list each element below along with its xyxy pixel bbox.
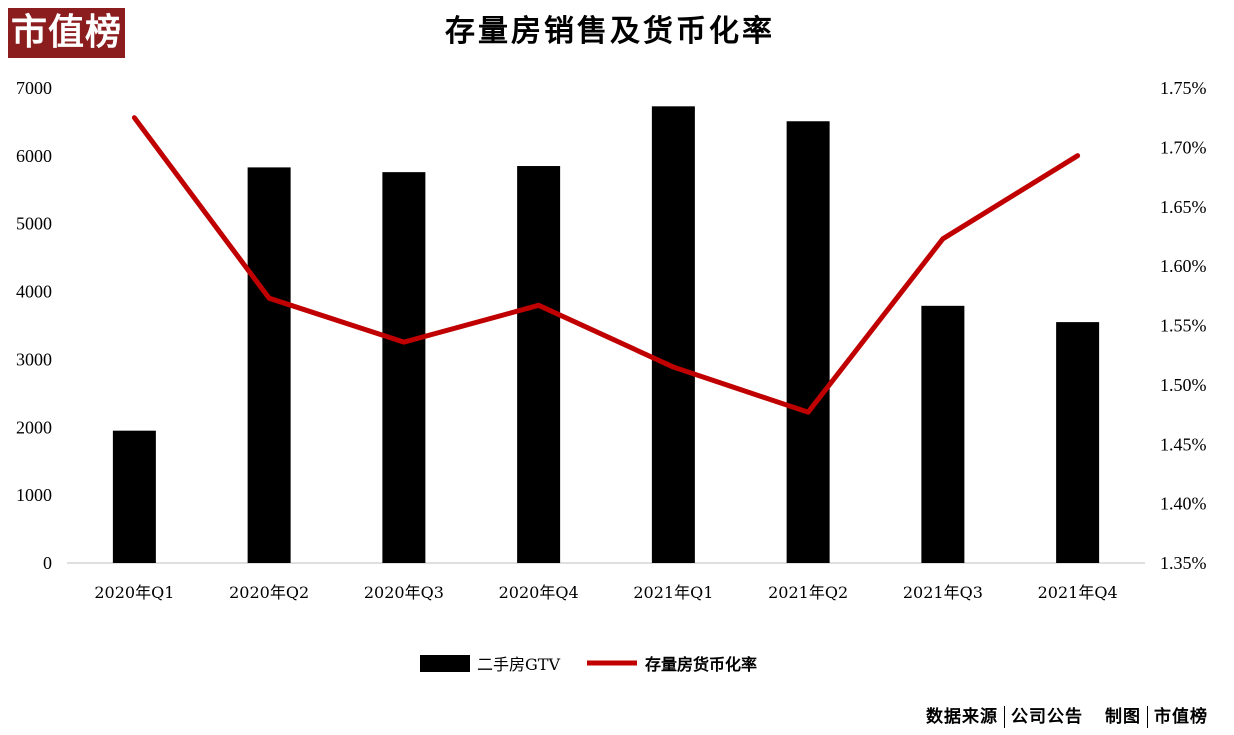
right-tick-label: 1.40% (1160, 494, 1207, 514)
right-tick-label: 1.65% (1160, 197, 1207, 217)
bar (921, 305, 965, 563)
left-tick-label: 6000 (16, 146, 52, 166)
source-value: 公司公告 (1011, 707, 1083, 727)
category-label: 2020年Q1 (94, 583, 174, 602)
line-series (131, 115, 1081, 415)
left-tick-label: 2000 (16, 417, 52, 437)
chart: 0 1000 2000 3000 4000 5000 6000 7000 1.35% 1.40%… (16, 78, 1207, 674)
left-tick-label: 5000 (16, 214, 52, 234)
bar (247, 167, 291, 563)
right-tick-label: 1.75% (1160, 78, 1207, 98)
logo: 市值榜 (8, 8, 125, 58)
left-tick-label: 4000 (16, 282, 52, 302)
footer-separator (1004, 706, 1005, 728)
right-tick-label: 1.45% (1160, 434, 1207, 454)
bar (786, 121, 830, 563)
category-label: 2021年Q1 (633, 583, 713, 602)
category-label: 2020年Q2 (229, 583, 309, 602)
bar (112, 430, 156, 563)
maker-value: 市值榜 (1154, 707, 1208, 727)
legend-line-label: 存量房货币化率 (645, 655, 757, 674)
right-tick-label: 1.35% (1160, 553, 1207, 573)
left-tick-label: 7000 (16, 78, 52, 98)
bar (1056, 322, 1100, 563)
legend-bar-swatch (420, 655, 470, 672)
footer-separator (1147, 706, 1148, 728)
line-path (131, 115, 1081, 415)
category-label: 2021年Q4 (1038, 583, 1118, 602)
left-tick-label: 3000 (16, 349, 52, 369)
footer: 数据来源 公司公告 制图 市值榜 (926, 702, 1208, 728)
legend-bar-label: 二手房GTV (477, 655, 560, 674)
category-label: 2020年Q3 (364, 583, 444, 602)
left-tick-label: 1000 (16, 485, 52, 505)
left-axis: 0 1000 2000 3000 4000 5000 6000 7000 (16, 78, 52, 573)
category-label: 2021年Q3 (903, 583, 983, 602)
bar (382, 172, 426, 563)
category-labels: 2020年Q1 2020年Q2 2020年Q3 2020年Q4 2021年Q1 2021年… (94, 583, 1117, 602)
right-tick-label: 1.55% (1160, 316, 1207, 336)
right-tick-label: 1.50% (1160, 375, 1207, 395)
maker-label: 制图 (1105, 707, 1141, 727)
right-tick-label: 1.70% (1160, 137, 1207, 157)
chart-title: 存量房销售及货币化率 (445, 14, 775, 49)
category-label: 2021年Q2 (768, 583, 848, 602)
category-label: 2020年Q4 (499, 583, 579, 602)
legend: 二手房GTV 存量房货币化率 (420, 655, 757, 674)
bar (517, 166, 561, 564)
bar-series (112, 106, 1100, 564)
right-tick-label: 1.60% (1160, 256, 1207, 276)
right-axis: 1.35% 1.40% 1.45% 1.50% 1.55% 1.60% 1.65% 1.70%… (1160, 78, 1207, 573)
left-tick-label: 0 (43, 553, 52, 573)
source-label: 数据来源 (926, 707, 998, 727)
bar (651, 106, 695, 564)
